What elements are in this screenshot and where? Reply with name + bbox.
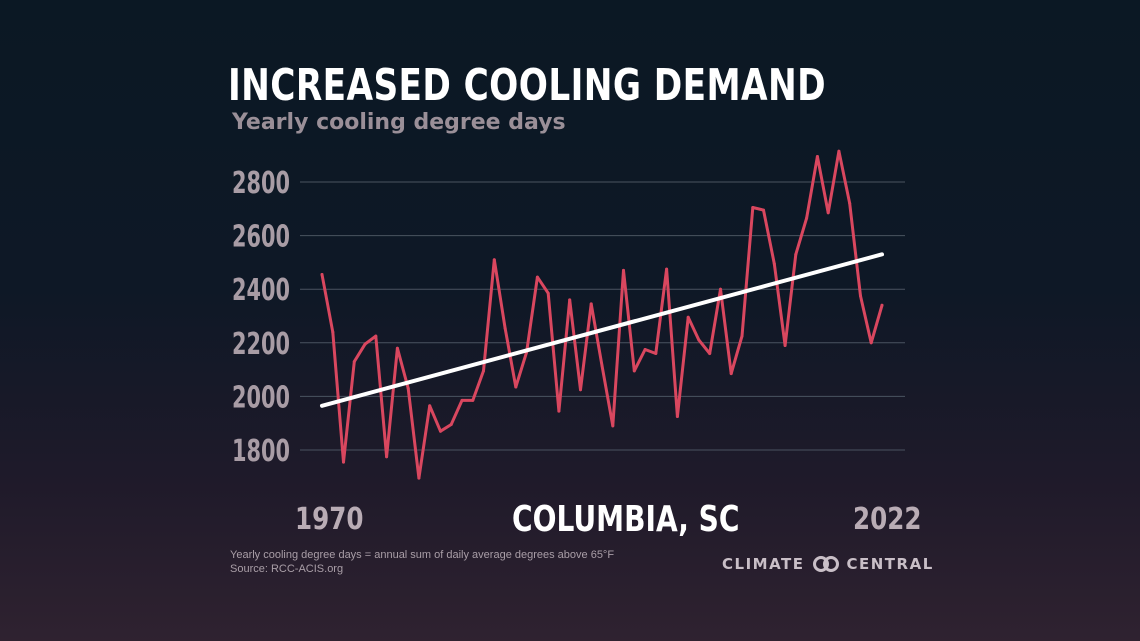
- trend-line: [320, 252, 884, 408]
- data-point-1971: [331, 330, 335, 334]
- gridlines: [300, 181, 905, 451]
- data-point-2003: [675, 415, 679, 418]
- footnote-source: Source: RCC-ACIS.org: [230, 563, 344, 575]
- climate-central-logo-icon: [812, 556, 839, 572]
- data-point-2020: [859, 294, 862, 298]
- data-point-2004: [686, 315, 690, 319]
- data-point-2019: [848, 201, 852, 205]
- data-point-2022: [880, 303, 884, 307]
- x-axis-start-year: 1970: [295, 502, 364, 537]
- data-point-2017: [826, 211, 830, 215]
- data-point-1972: [342, 460, 345, 464]
- x-axis-end-year: 2022: [853, 502, 922, 537]
- data-point-1974: [363, 342, 367, 346]
- data-point-2009: [740, 334, 744, 338]
- data-point-2006: [708, 352, 712, 355]
- data-point-1983: [460, 398, 464, 402]
- data-point-2012: [772, 262, 776, 266]
- chart-subtitle: Yearly cooling degree days: [232, 110, 566, 135]
- data-point-2002: [665, 267, 669, 271]
- brand-text-left: CLIMATE: [722, 555, 805, 573]
- data-point-2008: [729, 372, 733, 376]
- chart-title: INCREASED COOLING DEMAND: [228, 60, 826, 111]
- data-point-1982: [449, 423, 453, 426]
- data-point-1978: [406, 386, 410, 390]
- location-label: COLUMBIA, SC: [512, 499, 740, 540]
- data-point-1991: [546, 291, 550, 295]
- data-points: [320, 149, 884, 480]
- y-tick-label-2800: 2800: [232, 166, 290, 201]
- y-tick-label-2400: 2400: [232, 273, 290, 308]
- data-point-1985: [482, 369, 485, 373]
- y-tick-label-2000: 2000: [232, 380, 290, 415]
- y-tick-label-1800: 1800: [232, 434, 290, 469]
- data-point-2000: [643, 348, 647, 351]
- data-point-1999: [632, 369, 636, 373]
- data-point-1997: [611, 424, 615, 428]
- data-point-1984: [471, 398, 475, 402]
- y-tick-label-2200: 2200: [232, 327, 290, 362]
- data-point-1973: [352, 360, 356, 364]
- data-point-1977: [395, 346, 399, 350]
- data-point-2007: [719, 287, 722, 291]
- data-point-1993: [568, 298, 572, 302]
- data-point-1992: [557, 409, 561, 413]
- data-point-1987: [503, 326, 507, 330]
- y-axis-ticks: 1800 2000 2200 2400 2600 2800: [232, 166, 290, 469]
- data-point-1988: [514, 385, 518, 389]
- data-point-2010: [751, 206, 755, 209]
- data-point-2021: [869, 341, 873, 345]
- footnote-definition: Yearly cooling degree days = annual sum …: [230, 549, 615, 561]
- data-point-1996: [600, 364, 604, 368]
- data-point-1994: [579, 388, 582, 392]
- data-point-2001: [654, 352, 658, 355]
- data-point-1980: [428, 404, 432, 408]
- data-point-2015: [805, 216, 809, 220]
- data-point-1970: [320, 273, 324, 276]
- data-point-2013: [783, 344, 787, 347]
- data-point-1995: [589, 302, 593, 306]
- data-point-1981: [439, 429, 442, 433]
- data-point-1998: [622, 268, 625, 272]
- data-point-1986: [492, 258, 496, 262]
- data-point-2018: [837, 149, 841, 153]
- brand-text-right: CENTRAL: [846, 555, 934, 573]
- data-point-1979: [417, 476, 421, 480]
- data-point-2005: [697, 338, 701, 342]
- climate-central-logo: CLIMATE CENTRAL: [722, 553, 934, 575]
- data-point-1975: [374, 334, 378, 338]
- data-point-2011: [762, 208, 765, 212]
- data-point-1976: [385, 455, 389, 459]
- data-point-2014: [794, 252, 798, 256]
- series-line-cooling-degree-days: [320, 149, 884, 480]
- y-tick-label-2600: 2600: [232, 220, 290, 255]
- data-point-2016: [815, 155, 819, 158]
- data-point-1990: [535, 275, 539, 279]
